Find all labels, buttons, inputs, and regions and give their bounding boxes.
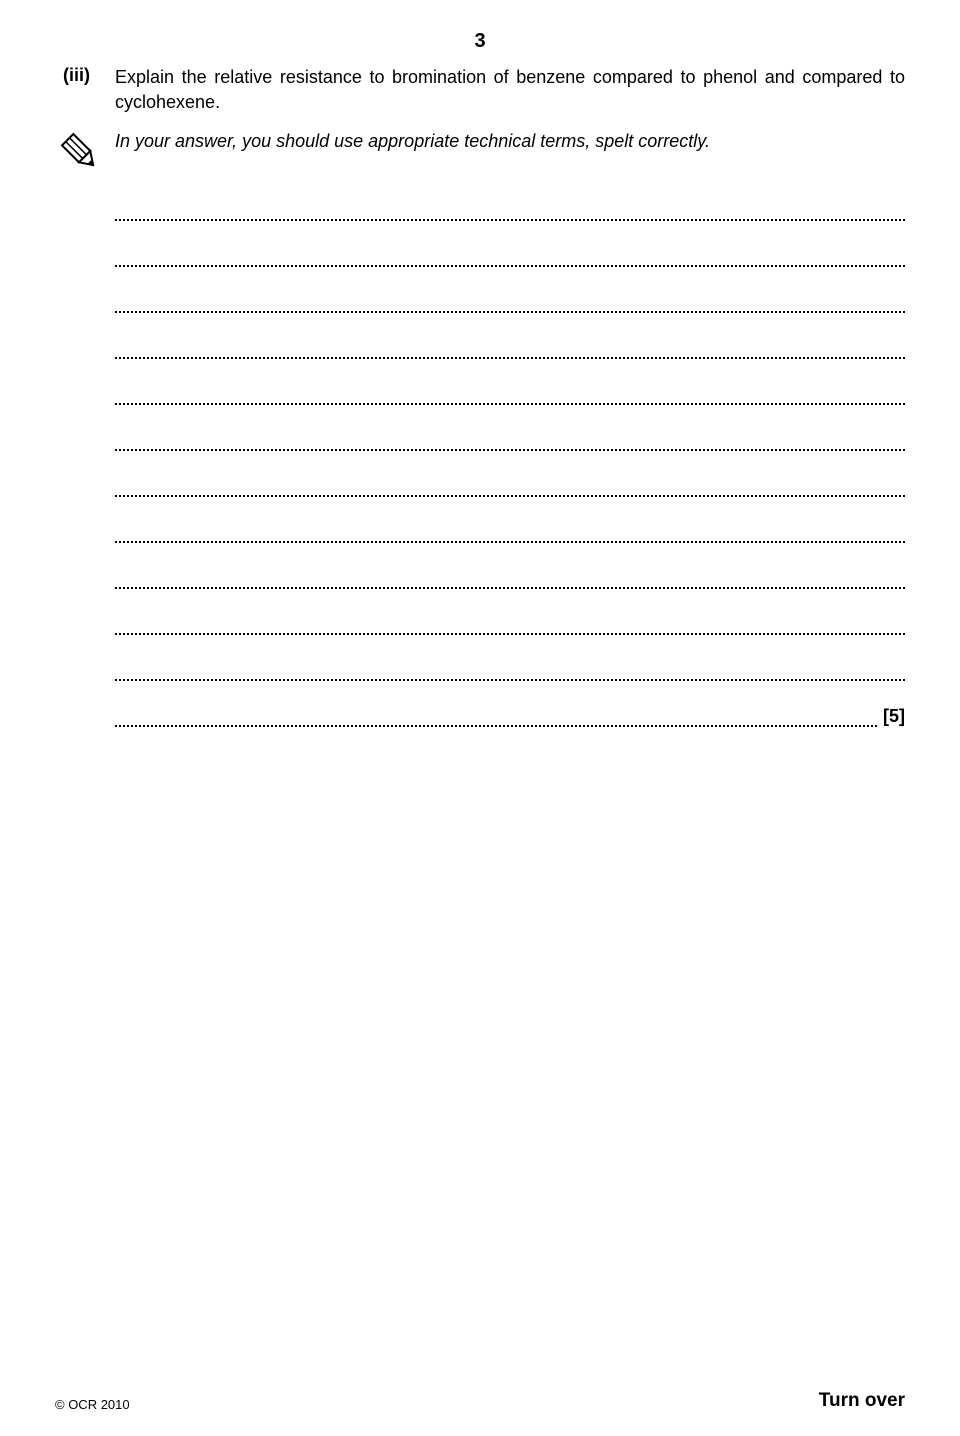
answer-line — [115, 517, 905, 543]
copyright-text: © OCR 2010 — [55, 1397, 130, 1412]
marks-label: [5] — [877, 706, 905, 727]
pencil-icon — [55, 129, 115, 173]
page-number: 3 — [55, 30, 905, 53]
answer-lines-area: [5] — [115, 195, 905, 727]
question-part-label: (iii) — [55, 65, 115, 86]
answer-line — [115, 333, 905, 359]
answer-line — [115, 241, 905, 267]
answer-line — [115, 609, 905, 635]
answer-line — [115, 563, 905, 589]
answer-line — [115, 195, 905, 221]
answer-line — [115, 287, 905, 313]
question-text: Explain the relative resistance to bromi… — [115, 65, 905, 115]
answer-line — [115, 425, 905, 451]
answer-line — [115, 471, 905, 497]
question-instruction: In your answer, you should use appropria… — [115, 129, 905, 154]
turn-over-text: Turn over — [819, 1390, 905, 1412]
answer-line — [115, 379, 905, 405]
answer-line-final — [115, 701, 877, 727]
answer-line — [115, 655, 905, 681]
